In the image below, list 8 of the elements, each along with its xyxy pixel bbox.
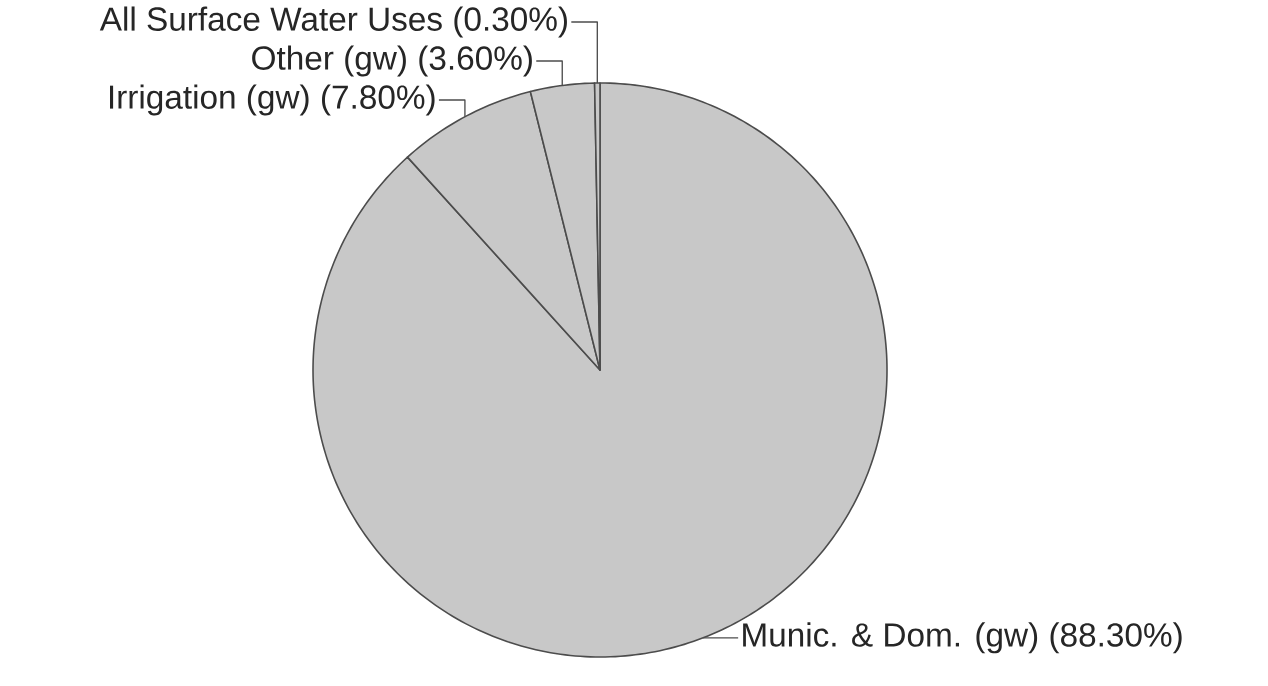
data-label: (88.30%)	[1050, 622, 1182, 654]
data-label: (3.60%)	[419, 45, 532, 77]
slice-label: Other (gw)	[252, 45, 406, 77]
slice-label: Munic. & Dom. (gw)	[743, 622, 1038, 654]
slice-label: Irrigation (gw)	[109, 84, 309, 116]
slice-label: All Surface Water Uses	[99, 6, 442, 31]
data-label: (0.30%)	[454, 6, 567, 38]
data-label: (7.80%)	[322, 84, 435, 116]
